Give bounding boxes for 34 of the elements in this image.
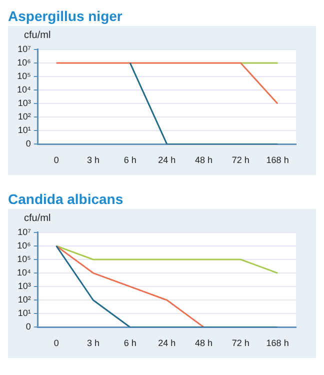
chart-title: Aspergillus niger [8, 8, 124, 24]
y-tick-label: 10¹ [18, 125, 31, 136]
chart-title: Candida albicans [8, 191, 124, 207]
x-tick-label: 168 h [266, 155, 289, 166]
x-tick-label: 3 h [86, 338, 100, 348]
y-tick-label: 10⁶ [17, 240, 32, 250]
x-tick-label: 168 h [266, 338, 289, 348]
y-tick-label: 10² [18, 294, 31, 305]
x-tick-label: 24 h [158, 338, 176, 348]
x-tick-label: 72 h [232, 338, 250, 348]
y-axis-title: cfu/ml [24, 213, 52, 224]
y-tick-label: 10⁶ [17, 57, 32, 68]
y-tick-label: 10⁴ [16, 268, 31, 278]
y-tick-label: 10⁴ [16, 84, 31, 95]
x-tick-label: 48 h [195, 338, 213, 348]
y-tick-label: 0 [26, 322, 31, 332]
y-tick-label: 10⁷ [18, 44, 31, 54]
x-tick-label: 72 h [232, 155, 250, 166]
y-axis-title: cfu/ml [24, 30, 52, 41]
y-tick-label: 10² [18, 112, 31, 122]
x-tick-label: 48 h [195, 155, 213, 166]
y-tick-label: 0 [26, 138, 31, 149]
y-tick-label: 10⁵ [17, 254, 32, 264]
y-tick-label: 10⁵ [17, 70, 32, 81]
x-tick-label: 0 [54, 155, 59, 166]
y-tick-label: 10¹ [18, 308, 31, 318]
y-tick-label: 10⁷ [18, 226, 31, 237]
x-tick-label: 6 h [124, 338, 136, 348]
x-tick-label: 24 h [158, 155, 176, 166]
y-tick-label: 10³ [18, 98, 31, 108]
x-tick-label: 0 [54, 338, 59, 348]
x-tick-label: 3 h [86, 155, 100, 166]
x-tick-label: 6 h [124, 155, 136, 166]
y-tick-label: 10³ [18, 281, 31, 292]
